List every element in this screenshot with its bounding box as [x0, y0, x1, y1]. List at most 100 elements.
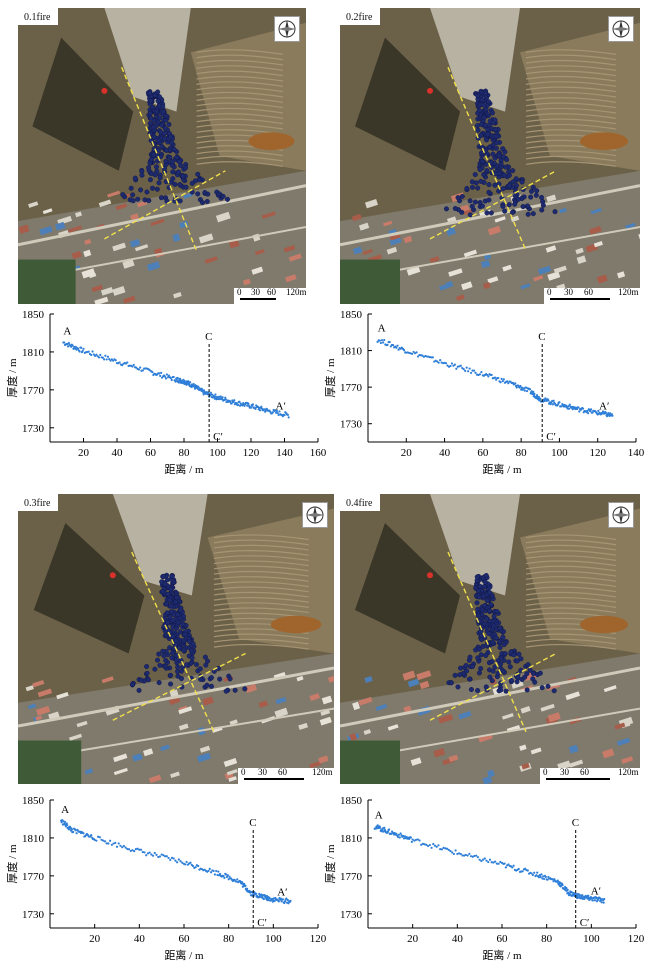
debris-particle [512, 201, 518, 207]
debris-particle [136, 687, 142, 693]
debris-particle [492, 182, 498, 188]
building [196, 752, 211, 763]
debris-particle [154, 158, 160, 164]
profile-point [223, 876, 226, 879]
debris-particle [457, 672, 463, 678]
profile-point [115, 845, 119, 848]
profile-point [67, 341, 70, 345]
x-axis-label: 距离 / m [482, 462, 522, 476]
terrace-line [196, 97, 284, 103]
debris-particle [476, 108, 482, 114]
building [545, 245, 557, 253]
profile-point [126, 361, 129, 364]
debris-particle [524, 671, 530, 677]
building [575, 247, 584, 255]
debris-particle [174, 155, 180, 161]
debris-particle [475, 185, 481, 191]
profile-point [60, 821, 63, 824]
debris-particle [525, 211, 531, 217]
debris-particle [469, 664, 475, 670]
debris-particle [163, 158, 169, 164]
profile-point [504, 866, 507, 869]
terrace-line [196, 91, 284, 98]
profile-point [586, 409, 589, 412]
debris-particle [448, 680, 454, 686]
x-tick-label: 160 [310, 447, 327, 459]
profile-point [547, 875, 550, 879]
x-axis-label: 距离 / m [164, 948, 204, 962]
profile-point [246, 887, 249, 890]
x-tick-label: 80 [179, 447, 191, 459]
profile-point [495, 378, 498, 381]
debris-particle [530, 184, 536, 190]
debris-particle [476, 646, 482, 652]
building [76, 720, 88, 728]
profile-point [243, 404, 246, 407]
profile-point [487, 860, 490, 864]
profile-point [483, 857, 486, 860]
x-tick-label: 20 [407, 933, 419, 945]
y-tick-label: 1810 [22, 833, 45, 845]
x-tick-label: 60 [477, 447, 489, 459]
terrace-line [525, 602, 617, 608]
profile-point [473, 854, 476, 858]
x-tick-label: 60 [145, 447, 157, 459]
profile-point [260, 893, 263, 896]
road [340, 666, 640, 728]
profile-point [237, 403, 240, 406]
profile-point [380, 339, 384, 342]
terrace-line [213, 539, 309, 546]
debris-particle [475, 688, 481, 694]
building [352, 246, 363, 255]
debris-particle [475, 93, 481, 99]
x-tick-label: 20 [78, 447, 90, 459]
profile-point [228, 875, 231, 878]
start-label: A [63, 325, 71, 337]
profile-point [423, 843, 426, 846]
profile-point [402, 834, 405, 838]
debris-particle [498, 655, 504, 661]
debris-particle [475, 606, 481, 612]
debris-particle [160, 109, 166, 115]
profile-point [512, 864, 515, 867]
profile-point [105, 842, 108, 845]
profile-point [151, 371, 154, 374]
debris-particle [164, 147, 170, 153]
profile-point [567, 407, 571, 410]
pond [580, 615, 628, 634]
profile-series [62, 341, 290, 419]
debris-particle [177, 182, 183, 188]
building [37, 688, 53, 698]
building [54, 221, 66, 231]
building [173, 291, 182, 299]
profile-point [390, 832, 393, 835]
profile-point [246, 404, 249, 407]
building [42, 208, 53, 215]
x-tick-label: 60 [179, 933, 191, 945]
profile-point [271, 411, 274, 414]
building [320, 709, 331, 716]
building [463, 209, 473, 216]
x-tick-label: 80 [223, 933, 235, 945]
building [36, 705, 51, 716]
profile-point [226, 874, 229, 877]
profile-point [469, 371, 473, 375]
terrace-line [525, 581, 617, 588]
terrace-line [525, 91, 617, 98]
building [283, 244, 296, 253]
profile-point [189, 861, 192, 864]
profile-point [129, 849, 132, 853]
profile-point [397, 348, 400, 351]
profile-point [381, 828, 384, 832]
debris-particle [204, 682, 210, 688]
building [91, 284, 103, 293]
building [68, 733, 83, 741]
terrace-line [525, 150, 617, 157]
debris-particle [167, 154, 173, 160]
profile-point [560, 405, 563, 408]
building [107, 190, 121, 198]
debris-particle [147, 120, 153, 126]
profile-point [608, 412, 612, 415]
debris-particle [227, 676, 233, 682]
vegetation [340, 259, 400, 304]
